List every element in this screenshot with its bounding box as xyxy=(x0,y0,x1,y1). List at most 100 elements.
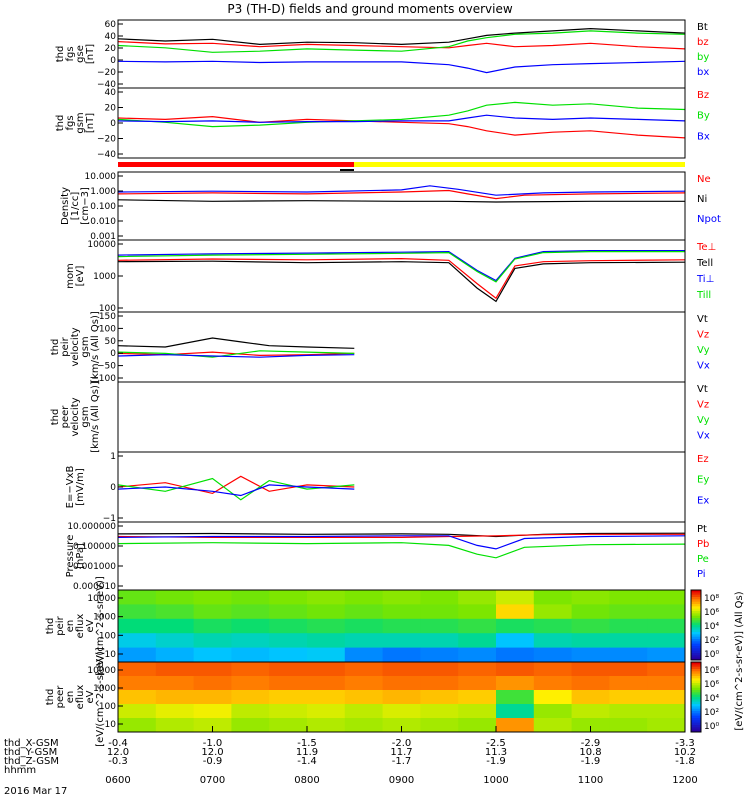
heatmap-cell xyxy=(382,690,421,705)
heatmap-cell xyxy=(344,604,384,620)
y-axis-label-line: E=−VxB xyxy=(65,466,76,509)
y-tick-label: 1 xyxy=(110,452,116,462)
heatmap-cell xyxy=(231,647,270,663)
y-tick-label: 40 xyxy=(105,32,117,42)
colorbar-segment xyxy=(691,673,701,677)
legend-entry: Vy xyxy=(697,415,710,426)
series-line-Till xyxy=(117,251,685,283)
ephemeris-value: -1.4 xyxy=(297,756,317,767)
heatmap-cell xyxy=(193,704,232,719)
heatmap-cell xyxy=(118,604,157,620)
heatmap-cell xyxy=(458,618,497,634)
heatmap-cell xyxy=(231,690,270,705)
y-axis-label: thdfgsgsm[nT] xyxy=(55,112,96,133)
heatmap-cell xyxy=(571,618,610,634)
heatmap-cell xyxy=(344,647,384,663)
heatmap-cell xyxy=(571,604,610,620)
time-axis: 0600 0700 0800 0900 1000 1100 1200 thd_X-GSM -0.… xyxy=(4,726,698,786)
heatmap-cell xyxy=(193,633,232,649)
colorbar-tick-label: 10⁰ xyxy=(704,722,719,732)
colorbar-segment xyxy=(691,704,701,707)
heatmap-cell xyxy=(155,604,195,620)
time-tick-label: 0900 xyxy=(389,775,414,786)
colorbar-segment xyxy=(691,708,701,712)
heatmap-cell xyxy=(307,662,346,677)
heatmap-cell xyxy=(496,604,535,620)
colorbar-tick-label: 10⁰ xyxy=(704,650,719,660)
y-axis-label-line: fgs xyxy=(65,46,76,61)
heatmap-cell xyxy=(496,718,535,733)
y-tick-label: 100 xyxy=(99,324,116,334)
colorbar-segment xyxy=(691,594,701,598)
ephemeris-value: 10.8 xyxy=(579,747,601,758)
y-tick-label: 0.000010 xyxy=(73,582,116,592)
heatmap-cell xyxy=(420,590,459,605)
colorbar-segment xyxy=(691,615,701,619)
colorbar-tick-label: 10⁶ xyxy=(704,608,719,618)
heatmap-cell xyxy=(647,718,686,733)
y-axis-label-line: gsm xyxy=(80,406,91,427)
heatmap-cell xyxy=(533,690,573,705)
heatmap-cell xyxy=(609,704,648,719)
heatmap-cell xyxy=(269,647,308,663)
series-line-bz xyxy=(117,41,686,50)
series-line-Tell xyxy=(117,260,686,303)
heatmap-cell xyxy=(118,618,157,634)
colorbar-segment xyxy=(691,611,701,614)
heatmap-cell xyxy=(496,590,535,605)
colorbar-segment xyxy=(691,680,701,684)
ephemeris-value: -3.3 xyxy=(675,738,695,749)
heatmap-cell xyxy=(231,618,270,634)
heatmap-cell xyxy=(155,690,195,705)
heatmap-cell xyxy=(155,618,195,634)
heatmap-cell xyxy=(382,604,421,620)
y-axis-label-line: eV xyxy=(85,690,96,703)
panel-10: 10000100010010thdpeerenefluxeV[eV/(cm^2-… xyxy=(45,647,686,747)
colorbar-segment xyxy=(691,725,701,728)
y-axis-label: thdpeirvelocitygsm[km/s (All Qs)] xyxy=(50,311,101,383)
heatmap-cell xyxy=(344,590,384,605)
legend-entry: Vt xyxy=(697,384,708,395)
y-tick-label: 0 xyxy=(110,56,116,66)
y-tick-label: 10.000 xyxy=(85,172,117,182)
legend-entry: Ex xyxy=(697,495,709,506)
heatmap-cell xyxy=(647,618,686,634)
heatmap-cell xyxy=(155,676,195,691)
ephemeris-value: 11.7 xyxy=(390,747,412,758)
panel-3: Ne Ni Npot 10.000 1.000 0.100 0.010 0.001 Densit… xyxy=(60,171,721,242)
plot-title: P3 (TH-D) fields and ground moments over… xyxy=(227,2,512,16)
heatmap-cell xyxy=(571,704,610,719)
colorbar-tick-label: 10⁸ xyxy=(704,594,719,604)
heatmap-cell xyxy=(231,704,270,719)
y-axis-label-line: fgs xyxy=(65,115,76,130)
heatmap-cell xyxy=(609,676,648,691)
legend-entry: Vx xyxy=(697,361,710,372)
y-axis-label-line: thd xyxy=(45,689,56,706)
heatmap-cell xyxy=(647,662,686,677)
heatmap-cell xyxy=(382,633,421,649)
legend-entry: Ti⊥ xyxy=(696,274,714,285)
heatmap-cell xyxy=(420,647,459,663)
heatmap-cell xyxy=(193,590,232,605)
heatmap-cell xyxy=(193,662,232,677)
heatmap-cell xyxy=(344,662,384,677)
heatmap-cell xyxy=(193,690,232,705)
y-axis-label-line: gsm xyxy=(80,336,91,357)
series-line-Ez xyxy=(117,475,355,495)
heatmap-cell xyxy=(533,633,573,649)
panel-6: Vt Vz Vy Vx thdpeervelocitygsm[km/s (All Qs)… xyxy=(50,381,710,453)
colorbar-segment xyxy=(691,671,701,675)
colorbar-segment xyxy=(691,706,701,710)
colorbar-segment xyxy=(691,711,701,714)
y-tick-label: 10000 xyxy=(87,240,116,250)
heatmap-cell xyxy=(269,676,308,691)
legend-entry: Npot xyxy=(697,214,721,225)
heatmap-cell xyxy=(571,718,610,733)
colorbar-segment xyxy=(691,687,701,691)
heatmap-cell xyxy=(571,590,610,605)
heatmap-cell xyxy=(420,662,459,677)
heatmap-cell xyxy=(155,633,195,649)
ephemeris-row-label: thd_X-GSM xyxy=(4,738,59,749)
colorbar-segment xyxy=(691,676,701,679)
ephemeris-value: 12.0 xyxy=(201,747,223,758)
